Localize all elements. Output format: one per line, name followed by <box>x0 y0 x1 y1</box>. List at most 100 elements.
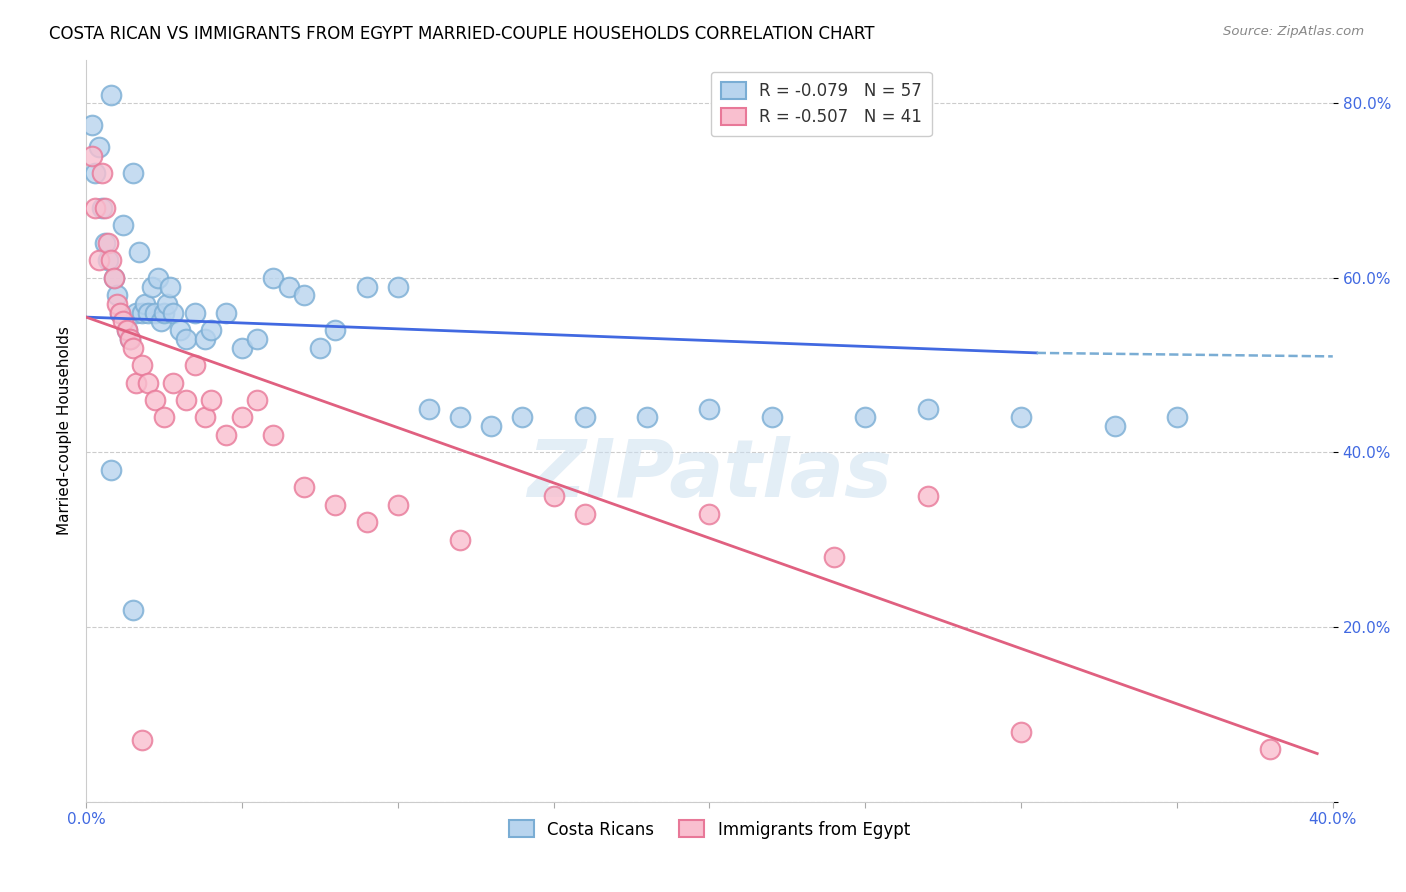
Point <box>246 392 269 407</box>
Point <box>146 270 169 285</box>
Text: ZIPatlas: ZIPatlas <box>527 436 891 514</box>
Point <box>917 401 939 416</box>
Point <box>574 507 596 521</box>
Point <box>162 376 184 390</box>
Point <box>153 410 176 425</box>
Point <box>200 323 222 337</box>
Point <box>325 323 347 337</box>
Point <box>174 332 197 346</box>
Point <box>636 410 658 425</box>
Point <box>1010 724 1032 739</box>
Point <box>574 410 596 425</box>
Point <box>1010 410 1032 425</box>
Point <box>112 219 135 233</box>
Point <box>231 341 253 355</box>
Point <box>823 550 845 565</box>
Point <box>105 288 128 302</box>
Point <box>184 306 207 320</box>
Point <box>141 279 163 293</box>
Point <box>200 392 222 407</box>
Point <box>231 410 253 425</box>
Legend: Costa Ricans, Immigrants from Egypt: Costa Ricans, Immigrants from Egypt <box>502 814 917 846</box>
Point <box>118 332 141 346</box>
Point <box>193 410 215 425</box>
Point <box>97 235 120 250</box>
Point <box>512 410 534 425</box>
Y-axis label: Married-couple Households: Married-couple Households <box>58 326 72 535</box>
Point <box>149 314 172 328</box>
Point <box>853 410 876 425</box>
Point <box>418 401 440 416</box>
Point <box>761 410 783 425</box>
Point <box>87 140 110 154</box>
Point <box>193 332 215 346</box>
Point <box>449 410 471 425</box>
Point <box>103 270 125 285</box>
Point <box>131 306 153 320</box>
Point <box>105 297 128 311</box>
Point <box>94 235 117 250</box>
Point <box>121 341 143 355</box>
Point <box>162 306 184 320</box>
Point <box>159 279 181 293</box>
Point <box>90 201 112 215</box>
Point <box>82 118 104 132</box>
Point <box>115 323 138 337</box>
Point <box>1166 410 1188 425</box>
Point <box>103 270 125 285</box>
Point <box>110 306 132 320</box>
Point <box>87 253 110 268</box>
Point <box>277 279 299 293</box>
Point <box>100 253 122 268</box>
Point <box>543 489 565 503</box>
Point <box>121 166 143 180</box>
Point <box>356 515 378 529</box>
Point <box>84 201 107 215</box>
Point <box>84 166 107 180</box>
Point <box>156 297 179 311</box>
Point <box>134 297 156 311</box>
Point <box>112 314 135 328</box>
Point <box>100 463 122 477</box>
Text: Source: ZipAtlas.com: Source: ZipAtlas.com <box>1223 25 1364 38</box>
Point <box>246 332 269 346</box>
Point <box>94 201 117 215</box>
Point <box>308 341 330 355</box>
Point <box>131 358 153 372</box>
Point <box>215 428 238 442</box>
Point <box>97 253 120 268</box>
Point <box>699 507 721 521</box>
Point <box>169 323 191 337</box>
Point <box>115 323 138 337</box>
Point <box>1104 419 1126 434</box>
Point <box>121 602 143 616</box>
Point <box>128 244 150 259</box>
Point <box>100 87 122 102</box>
Point <box>184 358 207 372</box>
Point <box>356 279 378 293</box>
Point <box>387 279 409 293</box>
Text: COSTA RICAN VS IMMIGRANTS FROM EGYPT MARRIED-COUPLE HOUSEHOLDS CORRELATION CHART: COSTA RICAN VS IMMIGRANTS FROM EGYPT MAR… <box>49 25 875 43</box>
Point <box>125 306 148 320</box>
Point <box>138 376 160 390</box>
Point <box>153 306 176 320</box>
Point <box>262 270 284 285</box>
Point <box>387 498 409 512</box>
Point <box>143 392 166 407</box>
Point <box>325 498 347 512</box>
Point <box>125 376 148 390</box>
Point <box>292 480 315 494</box>
Point <box>1260 742 1282 756</box>
Point <box>292 288 315 302</box>
Point <box>110 306 132 320</box>
Point <box>262 428 284 442</box>
Point <box>143 306 166 320</box>
Point <box>699 401 721 416</box>
Point <box>90 166 112 180</box>
Point <box>917 489 939 503</box>
Point <box>479 419 502 434</box>
Point <box>118 332 141 346</box>
Point <box>215 306 238 320</box>
Point <box>174 392 197 407</box>
Point <box>131 733 153 747</box>
